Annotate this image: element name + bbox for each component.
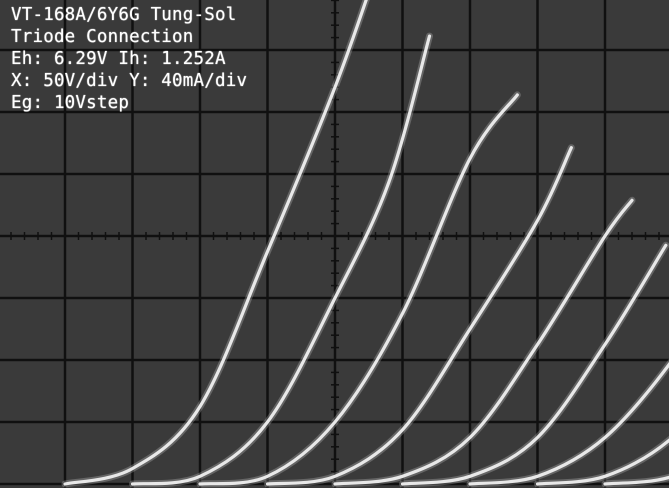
plate-curve-glow (466, 358, 669, 488)
plate-curve-4 (265, 146, 573, 486)
scale-readout: X: 50V/div Y: 40mA/div (11, 71, 248, 91)
plate-curve-8 (535, 438, 669, 486)
scope-readout: VT-168A/6Y6G Tung-Sol Triode Connection … (11, 4, 247, 114)
grid-step-readout: Eg: 10Vstep (11, 93, 130, 113)
plate-curve-glow (399, 241, 669, 488)
plate-curve-7 (468, 362, 669, 486)
heater-readout: Eh: 6.29V Ih: 1.252A (11, 49, 226, 69)
connection-label: Triode Connection (11, 27, 194, 47)
plate-curve-3 (198, 93, 519, 486)
tube-type-label: VT-168A/6Y6G Tung-Sol (11, 5, 237, 25)
plate-curves (61, 0, 669, 488)
plate-curve-6 (400, 243, 668, 486)
plate-curve-glow (264, 144, 575, 488)
plate-curve-1 (63, 0, 368, 486)
plate-curve-2 (130, 34, 432, 486)
plate-curve-glow (331, 196, 636, 488)
plate-curve-5 (333, 198, 634, 486)
plate-curve-9 (603, 475, 669, 486)
